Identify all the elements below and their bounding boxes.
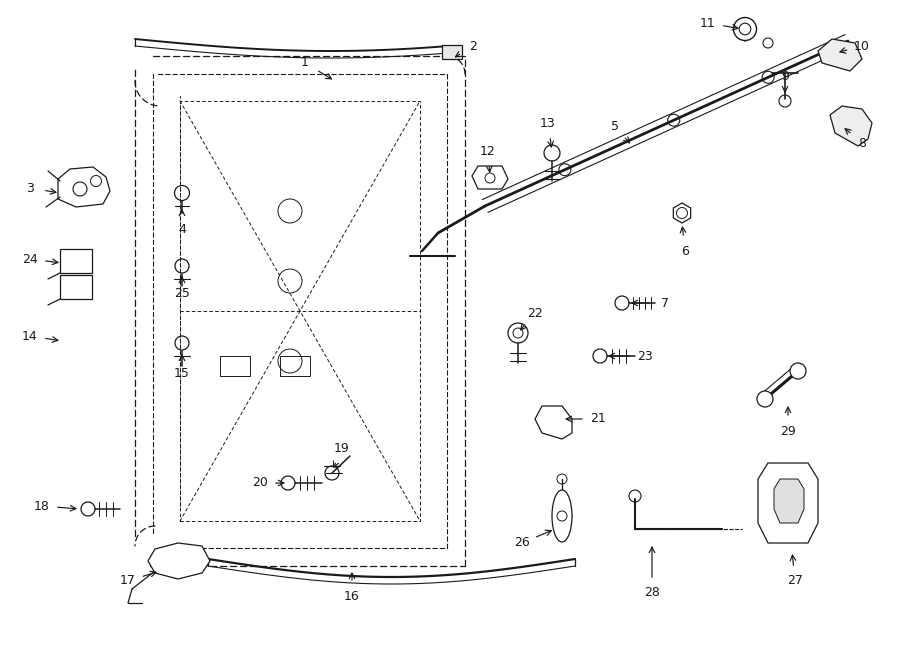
Ellipse shape: [552, 490, 572, 542]
Text: 27: 27: [788, 574, 803, 588]
Text: 3: 3: [26, 182, 34, 194]
Text: 5: 5: [611, 120, 619, 132]
Text: 11: 11: [700, 17, 716, 30]
Text: 8: 8: [858, 137, 866, 149]
Circle shape: [790, 363, 806, 379]
Text: 14: 14: [22, 329, 38, 342]
Polygon shape: [148, 543, 210, 579]
Polygon shape: [758, 463, 818, 543]
Text: 13: 13: [540, 116, 556, 130]
Text: 6: 6: [681, 245, 688, 258]
Text: 16: 16: [344, 590, 360, 602]
Polygon shape: [818, 39, 862, 71]
Text: 15: 15: [174, 366, 190, 379]
Text: 12: 12: [480, 145, 496, 157]
Polygon shape: [774, 479, 804, 523]
Circle shape: [734, 17, 757, 40]
Text: 4: 4: [178, 223, 186, 235]
Text: 18: 18: [34, 500, 50, 512]
Text: 26: 26: [514, 537, 530, 549]
Text: 24: 24: [22, 253, 38, 266]
Text: 1: 1: [302, 56, 309, 69]
Text: 28: 28: [644, 586, 660, 600]
Bar: [442, 45, 462, 59]
Polygon shape: [472, 166, 508, 189]
Text: 17: 17: [120, 574, 136, 588]
Text: 7: 7: [661, 297, 669, 309]
Text: 21: 21: [590, 412, 606, 426]
Text: 9: 9: [781, 69, 789, 83]
Text: 19: 19: [334, 442, 350, 455]
Polygon shape: [673, 203, 690, 223]
Text: 22: 22: [527, 307, 543, 319]
Text: 25: 25: [174, 286, 190, 299]
Text: 10: 10: [854, 40, 870, 52]
Text: 2: 2: [469, 40, 477, 52]
Bar: [60, 275, 92, 299]
Text: 20: 20: [252, 477, 268, 490]
Polygon shape: [830, 106, 872, 146]
Circle shape: [757, 391, 773, 407]
Text: 29: 29: [780, 424, 796, 438]
Polygon shape: [535, 406, 572, 439]
Text: 23: 23: [637, 350, 652, 362]
Bar: [60, 249, 92, 273]
